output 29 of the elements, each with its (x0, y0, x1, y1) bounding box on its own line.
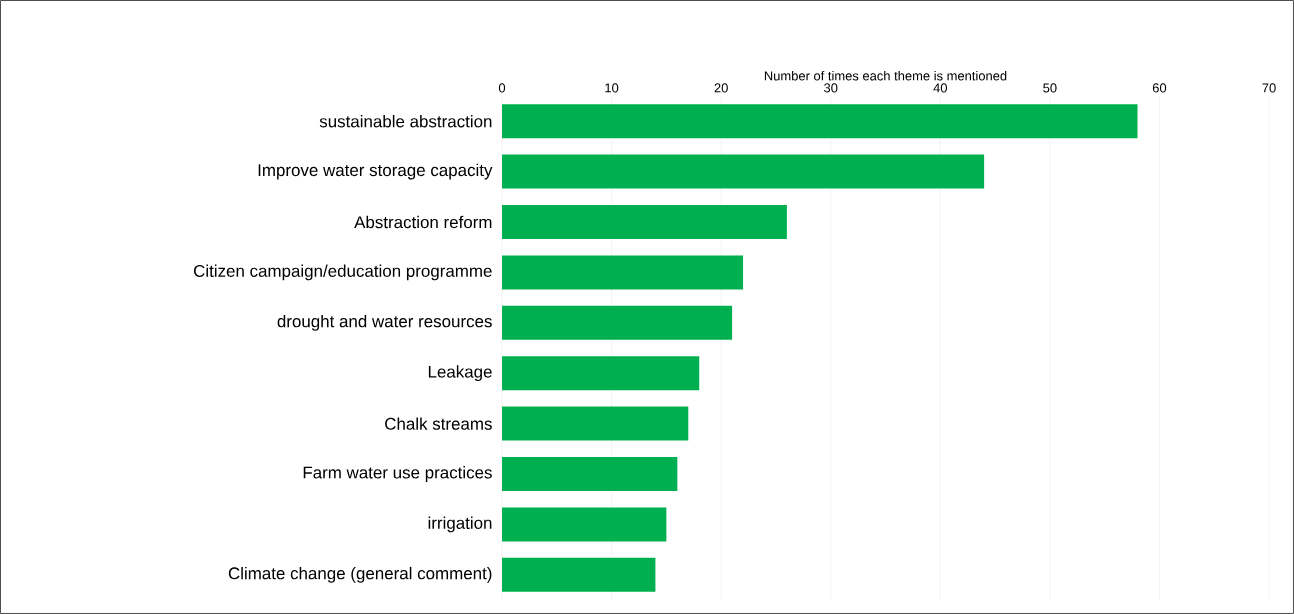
x-tick-label: 60 (1152, 83, 1167, 93)
x-tick-label: 20 (714, 83, 728, 93)
y-tick-label: irrigation (428, 516, 492, 533)
bar (502, 154, 985, 189)
bar (502, 406, 689, 441)
x-tick-label: 30 (824, 83, 838, 93)
bar (502, 104, 1138, 139)
y-tick-label: Leakage (428, 365, 492, 382)
y-tick-label: drought and water resources (277, 314, 492, 331)
x-tick-label: 0 (498, 83, 506, 93)
bar (502, 255, 744, 290)
y-tick-label: Chalk streams (385, 417, 492, 430)
x-tick-label: 40 (933, 83, 947, 93)
y-tick-label: Farm water use practices (303, 466, 492, 482)
x-axis-title: Number of times each theme is mentioned (764, 70, 1007, 81)
y-tick-label: sustainable abstraction (319, 114, 492, 128)
x-tick-label: 70 (1262, 83, 1276, 93)
x-tick-label: 50 (1043, 83, 1057, 93)
bar (502, 557, 656, 592)
y-tick-label: Climate change (general comment) (228, 566, 492, 583)
bar (502, 305, 733, 340)
y-tick-label: Citizen campaign/education programme (193, 264, 492, 281)
bar (502, 356, 700, 391)
x-tick-label: 10 (605, 83, 619, 93)
y-tick-label: Abstraction reform (354, 215, 492, 229)
y-tick-label: Improve water storage capacity (258, 163, 493, 180)
bar (502, 507, 667, 542)
bar (502, 456, 678, 491)
bar (502, 204, 787, 239)
